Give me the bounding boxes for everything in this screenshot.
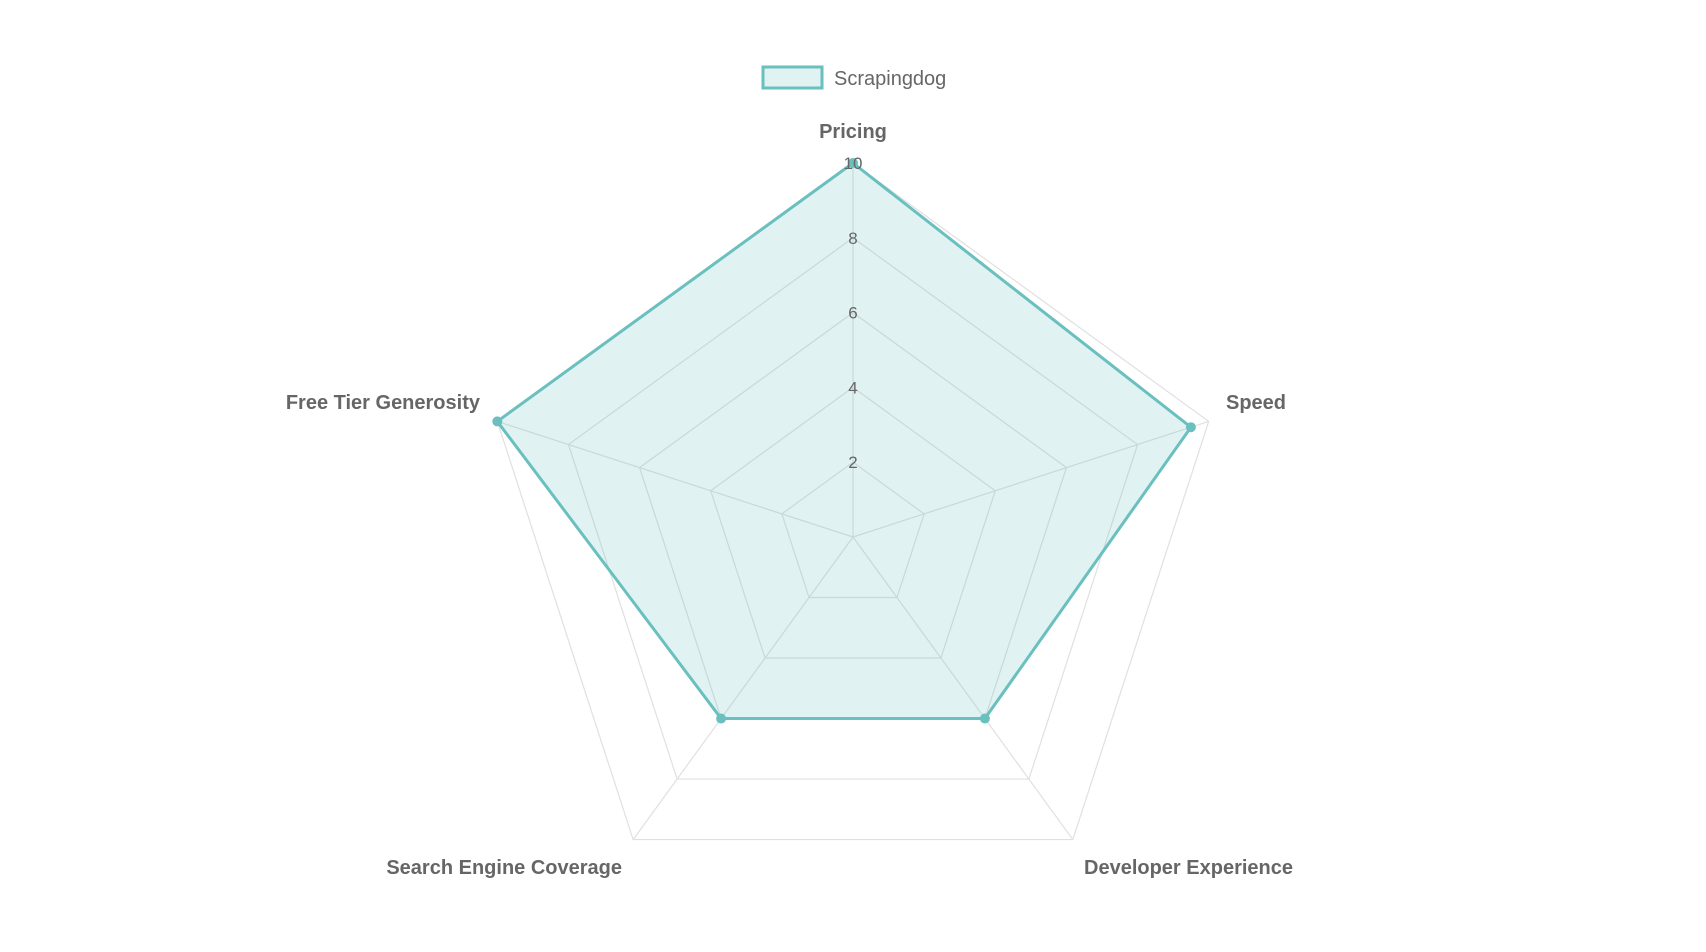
legend[interactable]: Scrapingdog xyxy=(761,65,946,90)
axis-labels: Pricing Speed Developer Experience Search E… xyxy=(286,121,1293,879)
grid-spoke xyxy=(852,420,1209,538)
grid-ring xyxy=(710,386,996,659)
grid-spoke xyxy=(852,536,1074,840)
data-point[interactable] xyxy=(1185,422,1196,433)
tick-label: 8 xyxy=(848,229,857,248)
data-point[interactable] xyxy=(492,416,503,427)
radar-grid xyxy=(496,162,1210,841)
axis-label: Developer Experience xyxy=(1084,857,1293,879)
tick-label: 6 xyxy=(848,304,857,323)
grid-spoke xyxy=(497,420,854,538)
axis-label: Speed xyxy=(1226,392,1286,414)
data-point[interactable] xyxy=(979,713,990,724)
tick-label: 10 xyxy=(844,154,863,173)
grid-ring xyxy=(781,461,925,599)
axis-label: Search Engine Coverage xyxy=(386,857,622,879)
grid-spoke xyxy=(632,536,854,840)
axis-label: Free Tier Generosity xyxy=(286,392,481,414)
series-layer xyxy=(492,158,1196,724)
series-area xyxy=(495,161,1193,721)
legend-label[interactable]: Scrapingdog xyxy=(834,68,946,90)
axis-label: Pricing xyxy=(819,121,887,143)
data-point[interactable] xyxy=(716,713,727,724)
tick-labels: 2 4 6 8 10 xyxy=(844,154,863,472)
tick-label: 4 xyxy=(848,378,857,397)
grid-ring xyxy=(567,237,1139,780)
data-point[interactable] xyxy=(848,158,858,168)
tick-label: 2 xyxy=(848,453,857,472)
legend-swatch[interactable] xyxy=(761,65,824,90)
